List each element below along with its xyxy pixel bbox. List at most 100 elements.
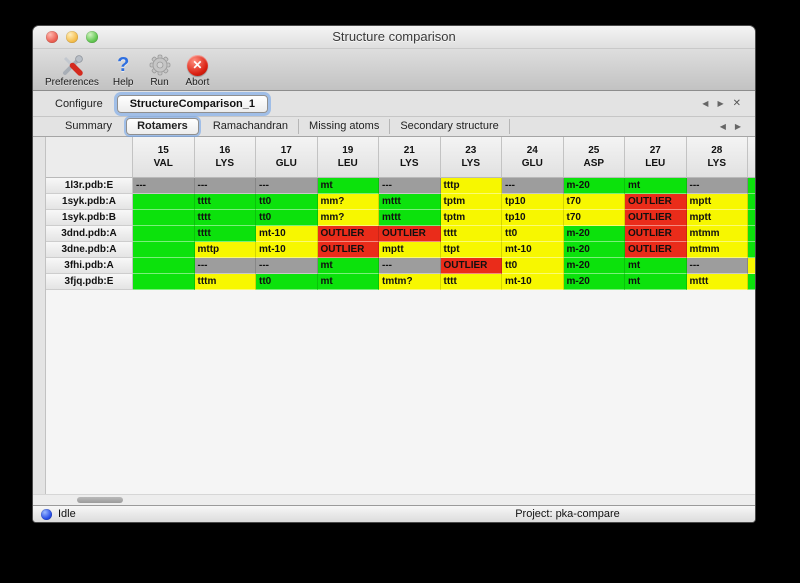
tab-summary[interactable]: Summary xyxy=(65,120,113,132)
rotamer-cell[interactable]: tt0 xyxy=(502,226,564,242)
configuration-tab[interactable]: StructureComparison_1 xyxy=(116,94,269,113)
rotamer-cell[interactable]: OUTLIER xyxy=(317,242,379,258)
tab-rotamers[interactable]: Rotamers xyxy=(126,118,199,135)
rotamer-cell[interactable]: tt0 xyxy=(256,210,318,226)
rotamer-cell[interactable]: tptm xyxy=(440,194,502,210)
tab-ramachandran[interactable]: Ramachandran xyxy=(203,119,300,134)
rotamer-cell[interactable]: mttt xyxy=(379,210,441,226)
rotamer-cell[interactable]: OUTLIER xyxy=(379,226,441,242)
rotamer-cell[interactable]: m-20 xyxy=(563,274,625,290)
rotamer-cell[interactable]: OUTLIER xyxy=(317,226,379,242)
row-header[interactable]: 1syk.pdb:A xyxy=(46,194,133,210)
minimize-window-button[interactable] xyxy=(66,31,78,43)
row-header[interactable]: 3dnd.pdb:A xyxy=(46,226,133,242)
rotamer-cell-partial[interactable] xyxy=(748,178,755,194)
rotamer-cell[interactable]: mt xyxy=(625,258,687,274)
next-config-arrow-icon[interactable]: ▶ xyxy=(717,99,724,108)
rotamer-cell[interactable]: tp10 xyxy=(502,194,564,210)
preferences-button[interactable]: Preferences xyxy=(45,53,99,88)
rotamer-cell[interactable]: m-20 xyxy=(563,242,625,258)
rotamer-cell-partial[interactable] xyxy=(748,242,755,258)
row-header[interactable]: 3dne.pdb:A xyxy=(46,242,133,258)
rotamer-cell[interactable]: t70 xyxy=(563,210,625,226)
rotamer-cell[interactable]: mptt xyxy=(379,242,441,258)
rotamer-cell[interactable]: tttt xyxy=(194,210,256,226)
prev-tab-arrow-icon[interactable]: ◀ xyxy=(719,122,726,131)
rotamer-cell-partial[interactable] xyxy=(748,210,755,226)
rotamer-cell[interactable]: mttt xyxy=(686,274,748,290)
rotamer-cell[interactable] xyxy=(133,242,195,258)
rotamer-cell[interactable]: OUTLIER xyxy=(625,242,687,258)
rotamer-cell[interactable]: mm? xyxy=(317,210,379,226)
rotamer-cell[interactable]: mptt xyxy=(686,194,748,210)
rotamer-cell[interactable]: --- xyxy=(133,178,195,194)
prev-config-arrow-icon[interactable]: ◀ xyxy=(702,99,709,108)
rotamer-cell[interactable]: mptt xyxy=(686,210,748,226)
rotamer-cell[interactable]: OUTLIER xyxy=(625,226,687,242)
rotamer-cell[interactable]: tttm xyxy=(194,274,256,290)
rotamer-cell[interactable]: mttp xyxy=(194,242,256,258)
rotamer-cell[interactable]: tttt xyxy=(194,194,256,210)
rotamer-cell[interactable] xyxy=(133,210,195,226)
rotamer-cell[interactable] xyxy=(133,226,195,242)
rotamer-cell[interactable]: mt xyxy=(625,178,687,194)
rotamer-cell[interactable]: tmtm? xyxy=(379,274,441,290)
run-button[interactable]: Run xyxy=(148,53,172,88)
rotamer-cell[interactable]: --- xyxy=(256,258,318,274)
rotamer-cell-partial[interactable] xyxy=(748,258,755,274)
rotamer-cell[interactable]: mm? xyxy=(317,194,379,210)
rotamer-cell[interactable]: tt0 xyxy=(256,194,318,210)
rotamer-cell[interactable]: --- xyxy=(686,178,748,194)
rotamer-cell[interactable]: tp10 xyxy=(502,210,564,226)
rotamer-cell[interactable]: mt xyxy=(317,178,379,194)
rotamer-cell[interactable]: OUTLIER xyxy=(625,194,687,210)
rotamer-cell[interactable]: --- xyxy=(379,258,441,274)
tab-secondary-structure[interactable]: Secondary structure xyxy=(390,119,510,134)
rotamer-cell[interactable] xyxy=(133,194,195,210)
rotamer-cell[interactable]: mttt xyxy=(379,194,441,210)
row-header[interactable]: 3fhi.pdb:A xyxy=(46,258,133,274)
row-header[interactable]: 3fjq.pdb:E xyxy=(46,274,133,290)
rotamer-cell[interactable]: mtmm xyxy=(686,242,748,258)
rotamer-cell[interactable]: m-20 xyxy=(563,178,625,194)
rotamer-cell[interactable] xyxy=(133,274,195,290)
row-header[interactable]: 1syk.pdb:B xyxy=(46,210,133,226)
rotamer-cell[interactable]: tttt xyxy=(194,226,256,242)
rotamer-cell[interactable]: --- xyxy=(194,178,256,194)
rotamer-cell[interactable]: mtmm xyxy=(686,226,748,242)
rotamer-cell[interactable]: --- xyxy=(256,178,318,194)
horizontal-scrollbar-thumb[interactable] xyxy=(77,497,123,503)
rotamer-cell[interactable]: --- xyxy=(379,178,441,194)
horizontal-scrollbar[interactable] xyxy=(33,494,755,505)
rotamer-cell[interactable]: tttp xyxy=(440,178,502,194)
rotamer-cell-partial[interactable] xyxy=(748,274,755,290)
rotamer-cell[interactable]: t70 xyxy=(563,194,625,210)
rotamer-cell[interactable]: OUTLIER xyxy=(440,258,502,274)
rotamer-cell[interactable]: mt xyxy=(317,274,379,290)
zoom-window-button[interactable] xyxy=(86,31,98,43)
rotamer-cell[interactable]: tt0 xyxy=(502,258,564,274)
close-config-icon[interactable]: ✕ xyxy=(732,98,741,109)
rotamer-cell[interactable] xyxy=(133,258,195,274)
help-button[interactable]: ? Help xyxy=(113,53,134,88)
rotamer-cell[interactable]: mt-10 xyxy=(502,242,564,258)
row-header[interactable]: 1l3r.pdb:E xyxy=(46,178,133,194)
close-window-button[interactable] xyxy=(46,31,58,43)
next-tab-arrow-icon[interactable]: ▶ xyxy=(734,122,741,131)
abort-button[interactable]: ✕ Abort xyxy=(186,53,209,88)
rotamer-cell[interactable]: mt-10 xyxy=(256,242,318,258)
rotamer-cell[interactable]: m-20 xyxy=(563,226,625,242)
rotamer-cell[interactable]: mt xyxy=(625,274,687,290)
rotamer-cell[interactable]: --- xyxy=(502,178,564,194)
rotamer-cell-partial[interactable] xyxy=(748,226,755,242)
rotamer-cell[interactable]: tttt xyxy=(440,274,502,290)
rotamer-cell[interactable]: tptm xyxy=(440,210,502,226)
rotamer-cell[interactable]: mt-10 xyxy=(256,226,318,242)
rotamer-cell-partial[interactable] xyxy=(748,194,755,210)
rotamer-cell[interactable]: --- xyxy=(194,258,256,274)
rotamer-cell[interactable]: ttpt xyxy=(440,242,502,258)
rotamer-cell[interactable]: mt-10 xyxy=(502,274,564,290)
rotamer-cell[interactable]: --- xyxy=(686,258,748,274)
rotamer-cell[interactable]: tttt xyxy=(440,226,502,242)
tab-missing-atoms[interactable]: Missing atoms xyxy=(299,119,391,134)
